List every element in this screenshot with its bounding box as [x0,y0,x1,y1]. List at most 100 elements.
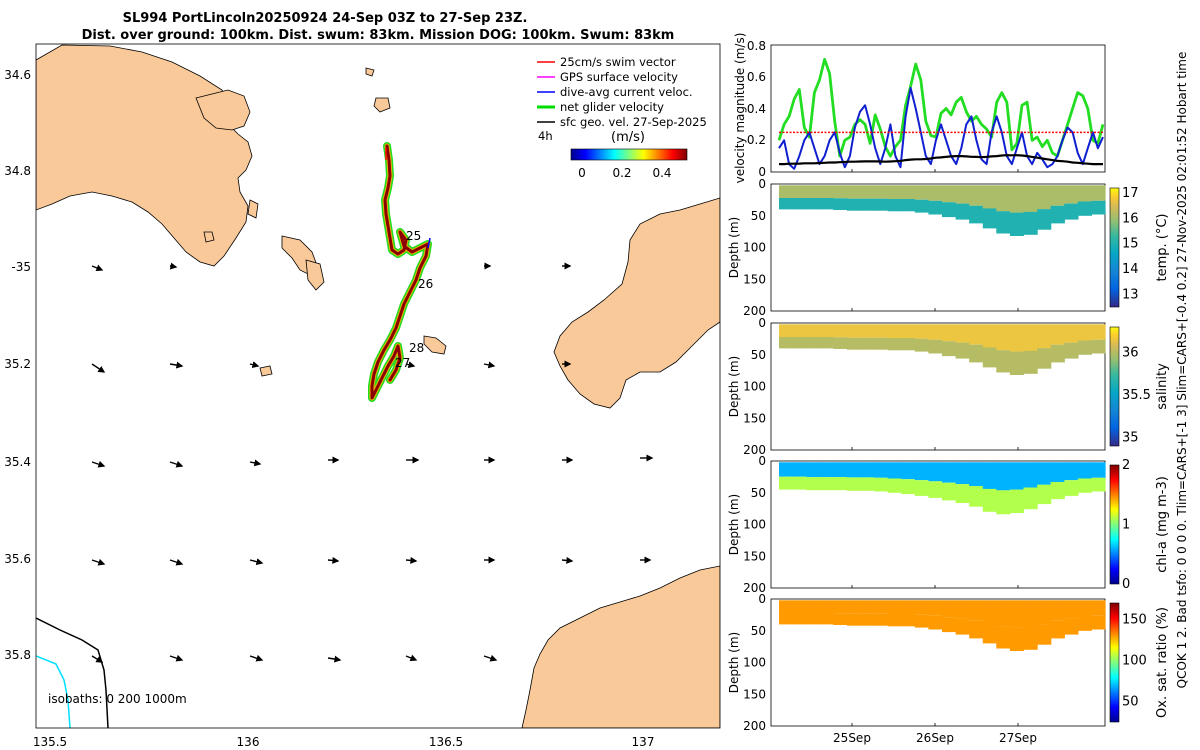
section-cell-upper [833,185,848,199]
section-cell-lower [779,476,794,490]
section-cell-upper [1050,600,1065,621]
section-ytick: 200 [743,581,766,595]
side-info-text: QCOK 1 2. Bad tsfo: 0 0 0 0. Tlim=CARS+[… [1175,52,1189,689]
day-label-26: 26 [418,277,433,291]
section-cell-upper [914,185,929,200]
colorbar-tick: 13 [1122,287,1139,302]
colorbar-tick: 16 [1122,211,1139,226]
section-ytick: 150 [743,411,766,425]
legend-label-swim: 25cm/s swim vector [560,55,676,69]
lon-tick: 135.5 [33,735,67,749]
section-cell-upper [833,462,848,478]
section-cell-lower [901,479,916,495]
section-cell-lower [996,490,1011,515]
section-cell-upper [955,185,970,204]
section-cell-lower [969,344,984,363]
section-cell-lower [833,198,848,210]
section-cell-lower [1050,482,1065,500]
section-cell-lower [887,199,902,212]
colorbar-tick: 100 [1122,653,1147,668]
section-cell-lower [982,488,997,512]
section-cell-lower [874,613,889,626]
section-cell-lower [860,613,875,626]
section-cell-upper [955,324,970,343]
section-cell-lower [942,202,957,218]
section-cell-lower [860,337,875,350]
section-cell-lower [779,337,794,349]
vel-ytick: 0.4 [747,102,766,116]
section-cell-lower [914,199,929,213]
section-cell-upper [1009,462,1025,490]
section-cell-lower [846,613,862,626]
section-cell-lower [792,198,807,210]
lat-tick: 35.2 [4,357,31,371]
section-ylabel: Depth (m) [727,632,741,693]
section-cell-upper [1077,324,1092,341]
section-cell-lower [779,198,794,210]
section-cell-lower [982,347,997,368]
section-cell-upper [1009,324,1025,352]
section-cell-lower [887,338,902,351]
colorbar-tick: 0 [1122,577,1130,592]
section-cell-lower [806,613,821,625]
lon-tick: 136.5 [429,735,463,749]
section-cell-upper [1091,462,1106,478]
section-cell-lower [1077,478,1092,493]
section-cell-upper [982,462,997,489]
current-vector-arrow [427,237,431,249]
section-cell-lower [792,613,807,625]
section-cell-lower [914,480,929,496]
section-cell-lower [846,477,862,491]
map-colorbar-tick: 0.2 [612,166,631,180]
lat-tick: 34.8 [4,164,31,178]
section-cell-upper [969,185,984,206]
day-label-25: 25 [406,229,421,243]
series-line-1 [778,86,1104,170]
section-cell-upper [1009,185,1025,213]
section-cell-upper [874,185,889,199]
isobaths-label: isobaths: 0 200 1000m [48,692,187,706]
section-ytick: 200 [743,304,766,318]
section-cell-lower [833,337,848,349]
section-cell-lower [1091,615,1106,630]
section-cell-upper [860,185,875,199]
section-ytick: 0 [758,177,766,191]
section-cell-upper [874,600,889,614]
section-cell-upper [982,600,997,624]
map-colorbar [570,148,688,161]
section-cell-lower [819,613,834,625]
section-ytick: 100 [743,656,766,670]
velocity-ylabel: velocity magnitude (m/s) [733,33,747,184]
section-panel-2: 0 50 100 150 200 Depth (m) 35 35.5 36 salinity [727,316,1170,457]
section-cell-upper [969,600,984,621]
section-cell-lower [806,198,821,210]
section-cell-lower [914,614,929,628]
section-cell-upper [914,462,929,481]
section-ytick: 150 [743,687,766,701]
section-cell-lower [942,341,957,357]
title-line2: Dist. over ground: 100km. Dist. swum: 83… [82,28,675,43]
section-cell-upper [914,324,929,339]
section-cell-upper [1077,185,1092,202]
section-cell-lower [846,337,862,350]
section-cell-upper [860,600,875,614]
section-cell-upper [1064,324,1079,343]
vel-ytick: 0.8 [747,39,766,53]
isobath-200 [36,617,109,728]
section-cell-upper [1091,600,1106,616]
section-cell-lower [806,337,821,349]
lat-tick: 35.8 [4,648,31,662]
map-lon-ticks: 135.5 136 136.5 137 [33,735,655,749]
section-cell-lower [1009,212,1025,236]
section-cell-lower [969,205,984,224]
isobath-1000 [36,655,71,728]
section-cell-lower [1037,624,1052,645]
section-cell-lower [806,477,821,491]
section-cell-lower [1064,618,1079,635]
section-cell-lower [1077,340,1092,355]
title-line1: SL994 PortLincoln20250924 24-Sep 03Z to … [123,11,528,26]
section-ylabel: Depth (m) [727,217,741,278]
section-cell-lower [819,477,834,491]
geo-velocity-arrows [91,262,654,663]
